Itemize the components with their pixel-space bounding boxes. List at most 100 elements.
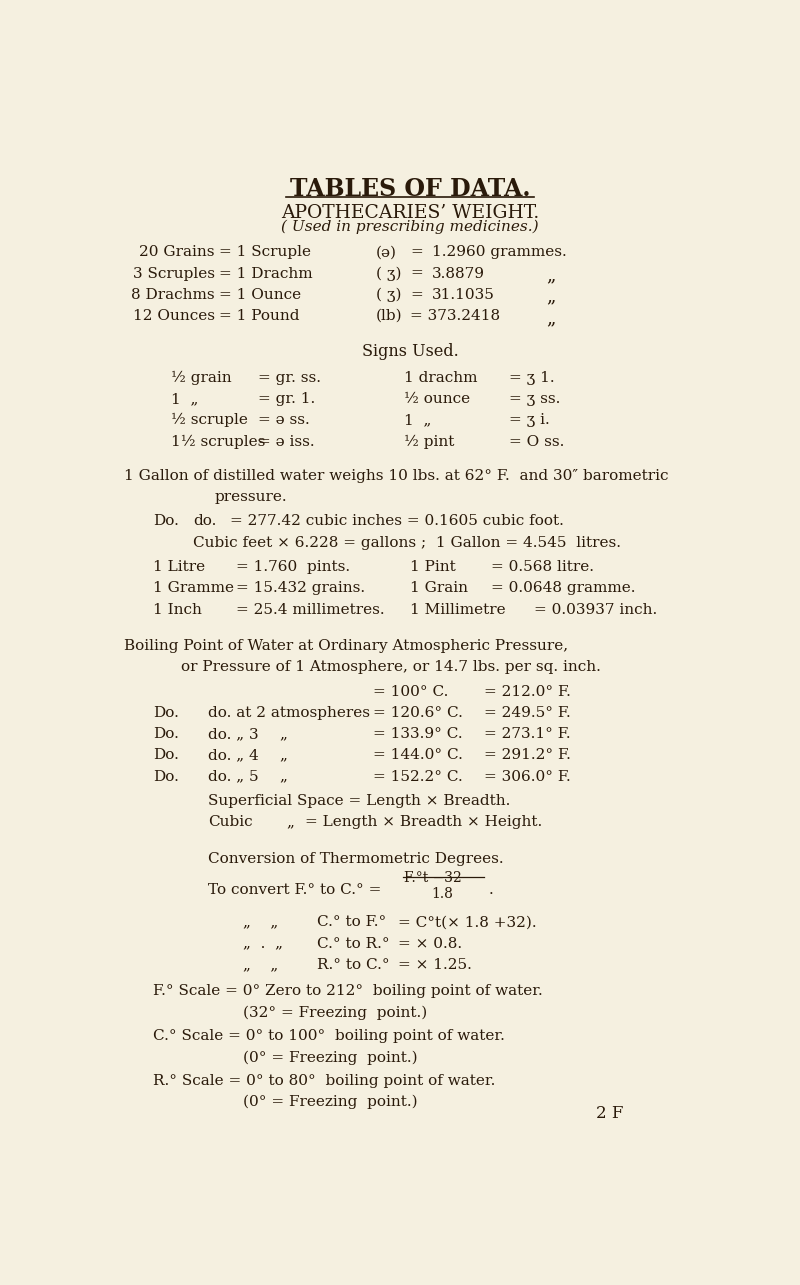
Text: Do.: Do.	[153, 748, 178, 762]
Text: 1 drachm: 1 drachm	[404, 371, 478, 384]
Text: 8 Drachms: 8 Drachms	[131, 288, 214, 302]
Text: = 1 Drachm: = 1 Drachm	[219, 266, 313, 280]
Text: pressure.: pressure.	[214, 490, 287, 504]
Text: do. „ 4: do. „ 4	[209, 748, 259, 762]
Text: „: „	[546, 266, 556, 284]
Text: ( ʒ): ( ʒ)	[376, 266, 402, 281]
Text: (0° = Freezing  point.): (0° = Freezing point.)	[242, 1095, 418, 1109]
Text: = × 1.25.: = × 1.25.	[398, 957, 471, 971]
Text: 1  „: 1 „	[171, 392, 198, 406]
Text: „    „: „ „	[242, 915, 278, 929]
Text: ½ pint: ½ pint	[404, 434, 454, 448]
Text: Superficial Space = Length × Breadth.: Superficial Space = Length × Breadth.	[209, 794, 511, 808]
Text: Cubic feet × 6.228 = gallons ;  1 Gallon = 4.545  litres.: Cubic feet × 6.228 = gallons ; 1 Gallon …	[193, 536, 621, 550]
Text: do. at 2 atmospheres: do. at 2 atmospheres	[209, 705, 370, 720]
Text: 1  „: 1 „	[404, 414, 431, 428]
Text: = 152.2° C.: = 152.2° C.	[373, 770, 462, 784]
Text: 1 Inch: 1 Inch	[153, 603, 202, 617]
Text: 3 Scruples: 3 Scruples	[133, 266, 214, 280]
Text: = 0.568 litre.: = 0.568 litre.	[490, 560, 594, 574]
Text: = ə iss.: = ə iss.	[258, 434, 314, 448]
Text: = 0.03937 inch.: = 0.03937 inch.	[534, 603, 658, 617]
Text: = ʒ 1.: = ʒ 1.	[510, 371, 555, 384]
Text: 1.2960 grammes.: 1.2960 grammes.	[432, 245, 566, 260]
Text: ½ ounce: ½ ounce	[404, 392, 470, 406]
Text: =: =	[410, 266, 422, 280]
Text: ½ scruple: ½ scruple	[171, 414, 248, 428]
Text: 1 Pint: 1 Pint	[410, 560, 456, 574]
Text: = 1.760  pints.: = 1.760 pints.	[237, 560, 350, 574]
Text: (ə): (ə)	[376, 245, 397, 260]
Text: = gr. 1.: = gr. 1.	[258, 392, 315, 406]
Text: „  .  „: „ . „	[242, 937, 282, 951]
Text: 20 Grains: 20 Grains	[139, 245, 214, 260]
Text: Do.: Do.	[153, 727, 178, 741]
Text: (lb): (lb)	[376, 310, 402, 323]
Text: 1.8: 1.8	[432, 888, 454, 901]
Text: = 144.0° C.: = 144.0° C.	[373, 748, 462, 762]
Text: „: „	[546, 288, 556, 306]
Text: R.° Scale = 0° to 80°  boiling point of water.: R.° Scale = 0° to 80° boiling point of w…	[153, 1074, 495, 1088]
Text: = 1 Pound: = 1 Pound	[219, 310, 299, 323]
Text: = 120.6° C.: = 120.6° C.	[373, 705, 462, 720]
Text: Conversion of Thermometric Degrees.: Conversion of Thermometric Degrees.	[209, 852, 504, 866]
Text: Boiling Point of Water at Ordinary Atmospheric Pressure,: Boiling Point of Water at Ordinary Atmos…	[123, 639, 568, 653]
Text: „    „: „ „	[242, 957, 278, 971]
Text: = O ss.: = O ss.	[510, 434, 565, 448]
Text: 1 Gallon of distilled water weighs 10 lbs. at 62° F.  and 30″ barometric: 1 Gallon of distilled water weighs 10 lb…	[123, 469, 668, 483]
Text: R.° to C.°: R.° to C.°	[317, 957, 390, 971]
Text: = 100° C.: = 100° C.	[373, 685, 448, 699]
Text: = 306.0° F.: = 306.0° F.	[485, 770, 571, 784]
Text: (0° = Freezing  point.): (0° = Freezing point.)	[242, 1050, 418, 1065]
Text: do.: do.	[193, 514, 216, 528]
Text: 1 Litre: 1 Litre	[153, 560, 205, 574]
Text: =: =	[410, 245, 422, 260]
Text: 2 F: 2 F	[596, 1105, 623, 1122]
Text: Cubic: Cubic	[209, 816, 253, 829]
Text: = 25.4 millimetres.: = 25.4 millimetres.	[237, 603, 385, 617]
Text: = ʒ ss.: = ʒ ss.	[510, 392, 561, 406]
Text: = C°t(× 1.8 +32).: = C°t(× 1.8 +32).	[398, 915, 536, 929]
Text: 31.1035: 31.1035	[432, 288, 494, 302]
Text: To convert F.° to C.° =: To convert F.° to C.° =	[209, 883, 382, 897]
Text: do. „ 5: do. „ 5	[209, 770, 259, 784]
Text: F.° Scale = 0° Zero to 212°  boiling point of water.: F.° Scale = 0° Zero to 212° boiling poin…	[153, 984, 542, 998]
Text: = 373.2418: = 373.2418	[410, 310, 500, 323]
Text: = ə ss.: = ə ss.	[258, 414, 310, 428]
Text: = ʒ i.: = ʒ i.	[510, 414, 550, 428]
Text: = 277.42 cubic inches = 0.1605 cubic foot.: = 277.42 cubic inches = 0.1605 cubic foo…	[230, 514, 564, 528]
Text: = × 0.8.: = × 0.8.	[398, 937, 462, 951]
Text: APOTHECARIES’ WEIGHT.: APOTHECARIES’ WEIGHT.	[281, 204, 539, 222]
Text: Signs Used.: Signs Used.	[362, 343, 458, 360]
Text: do. „ 3: do. „ 3	[209, 727, 259, 741]
Text: Do.: Do.	[153, 770, 178, 784]
Text: „: „	[280, 770, 288, 784]
Text: C.° Scale = 0° to 100°  boiling point of water.: C.° Scale = 0° to 100° boiling point of …	[153, 1029, 505, 1043]
Text: „: „	[286, 816, 294, 829]
Text: „: „	[280, 727, 288, 741]
Text: = 1 Scruple: = 1 Scruple	[219, 245, 311, 260]
Text: TABLES OF DATA.: TABLES OF DATA.	[290, 177, 530, 200]
Text: =: =	[410, 288, 422, 302]
Text: = 15.432 grains.: = 15.432 grains.	[237, 581, 366, 595]
Text: ½ grain: ½ grain	[171, 371, 232, 385]
Text: (32° = Freezing  point.): (32° = Freezing point.)	[242, 1006, 427, 1020]
Text: Do.: Do.	[153, 705, 178, 720]
Text: .: .	[489, 883, 494, 897]
Text: = 291.2° F.: = 291.2° F.	[485, 748, 571, 762]
Text: = 249.5° F.: = 249.5° F.	[485, 705, 571, 720]
Text: 1 Gramme: 1 Gramme	[153, 581, 234, 595]
Text: „: „	[546, 310, 556, 328]
Text: Do.: Do.	[153, 514, 178, 528]
Text: 3.8879: 3.8879	[432, 266, 485, 280]
Text: ( Used in prescribing medicines.): ( Used in prescribing medicines.)	[281, 220, 539, 234]
Text: = 133.9° C.: = 133.9° C.	[373, 727, 462, 741]
Text: = 0.0648 gramme.: = 0.0648 gramme.	[490, 581, 635, 595]
Text: 1 Millimetre: 1 Millimetre	[410, 603, 506, 617]
Text: ( ʒ): ( ʒ)	[376, 288, 402, 302]
Text: 1 Grain: 1 Grain	[410, 581, 468, 595]
Text: = gr. ss.: = gr. ss.	[258, 371, 321, 384]
Text: = Length × Breadth × Height.: = Length × Breadth × Height.	[305, 816, 542, 829]
Text: F.°t −32: F.°t −32	[404, 870, 462, 884]
Text: C.° to F.°: C.° to F.°	[317, 915, 386, 929]
